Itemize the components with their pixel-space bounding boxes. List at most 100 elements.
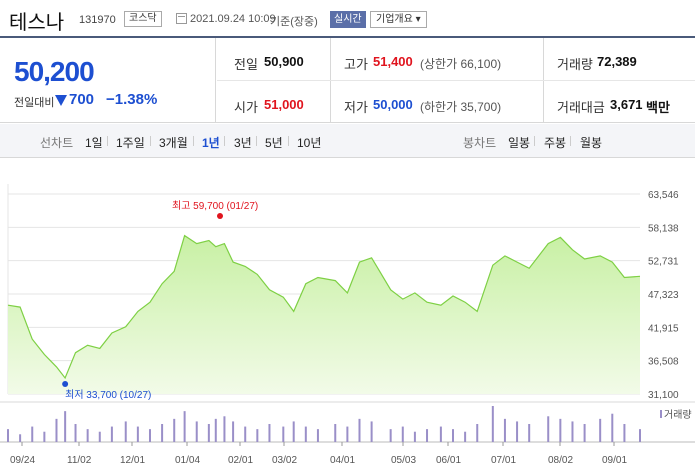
- volume-bar: [476, 424, 479, 442]
- tab-weekly-candle[interactable]: 주봉: [544, 136, 567, 150]
- volume-bar: [86, 429, 89, 442]
- volume-bar: [98, 431, 101, 442]
- y-tick-label: 47,323: [648, 290, 679, 301]
- volume-bar: [358, 418, 361, 442]
- change-percent: −1.38%: [106, 91, 158, 108]
- volume-bar: [207, 424, 210, 442]
- volume-bar: [64, 411, 67, 442]
- x-tick-label: 05/03: [391, 455, 416, 466]
- x-tick-label: 03/02: [272, 455, 297, 466]
- tab-divider: [224, 136, 225, 146]
- tab-10year[interactable]: 10년: [297, 136, 322, 150]
- low-label: 저가: [344, 100, 368, 115]
- volume-value: 72,389: [597, 54, 637, 69]
- current-price: 50,200: [14, 56, 95, 87]
- company-info-dropdown[interactable]: 기업개요 ▾: [370, 11, 427, 28]
- volume-bar: [7, 429, 9, 442]
- volume-bar: [439, 426, 442, 442]
- x-tick-label: 04/01: [330, 455, 355, 466]
- volume-bar: [232, 421, 235, 442]
- quote-date: 2021.09.24 10:09: [190, 13, 276, 25]
- change-value: 700: [69, 91, 95, 108]
- volume-legend-swatch: [660, 410, 662, 418]
- volume-bar: [623, 424, 626, 442]
- quote-basis: 기준(장중): [270, 16, 318, 28]
- volume-bar: [583, 424, 586, 442]
- volume-bar: [136, 426, 139, 442]
- price-summary: 50,200 전일대비 700 −1.38% 전일 50,900 고가 51,4…: [0, 38, 695, 123]
- min-annotation: 최저 33,700 (10/27): [65, 389, 151, 401]
- volume-bar: [124, 421, 127, 442]
- tab-3year[interactable]: 3년: [234, 136, 252, 150]
- volume-bar: [183, 411, 186, 442]
- min-marker: [62, 380, 69, 387]
- stock-name: 테스나: [9, 12, 65, 34]
- calendar-icon: [176, 13, 187, 24]
- realtime-button[interactable]: 실시간: [330, 11, 366, 28]
- tab-monthly-candle[interactable]: 월봉: [580, 136, 603, 150]
- low-value: 50,000: [373, 97, 413, 112]
- tab-daily-candle[interactable]: 일봉: [508, 136, 531, 150]
- volume-bar: [528, 424, 531, 442]
- volume-bar: [547, 416, 550, 442]
- tab-divider: [193, 136, 194, 146]
- volume-bar: [19, 434, 22, 442]
- tab-divider: [256, 136, 257, 146]
- tab-1day[interactable]: 1일: [85, 136, 103, 150]
- y-tick-label: 52,731: [648, 257, 679, 268]
- change-label: 전일대비: [14, 97, 55, 109]
- price-chart[interactable]: 63,546 58,138 52,731 47,323 41,915 36,508 31,1…: [0, 170, 695, 469]
- tab-3month[interactable]: 3개월: [159, 136, 188, 150]
- tab-divider: [288, 136, 289, 146]
- market-badge: 코스닥: [124, 11, 162, 27]
- prev-close-value: 50,900: [264, 54, 304, 69]
- x-tick-label: 01/04: [175, 455, 200, 466]
- volume-bar: [516, 421, 519, 442]
- tab-divider: [534, 136, 535, 146]
- prev-close-label: 전일: [234, 57, 258, 72]
- volume-bar: [244, 426, 247, 442]
- x-tick-label: 08/02: [548, 455, 573, 466]
- tab-5year[interactable]: 5년: [265, 136, 283, 150]
- volume-bar: [599, 418, 602, 442]
- volume-bar: [268, 424, 271, 442]
- tab-divider: [150, 136, 151, 146]
- volume-bar: [43, 431, 46, 442]
- volume-bar: [223, 416, 226, 442]
- x-tick-label: 02/01: [228, 455, 253, 466]
- volume-bar: [256, 429, 259, 442]
- y-tick-label: 63,546: [648, 190, 679, 201]
- y-tick-label: 58,138: [648, 223, 679, 234]
- current-price-box: 50,200 전일대비 700 −1.38%: [0, 38, 216, 123]
- amount-unit: 백만: [646, 100, 670, 115]
- row-divider: [217, 80, 695, 81]
- volume-bar: [214, 418, 217, 442]
- upper-limit: (상한가 66,100): [420, 57, 502, 71]
- max-annotation: 최고 59,700 (01/27): [172, 200, 258, 212]
- candle-chart-label: 봉차트: [463, 136, 497, 150]
- high-value: 51,400: [373, 54, 413, 69]
- y-tick-label: 41,915: [648, 323, 679, 334]
- volume-label: 거래량: [557, 57, 593, 72]
- amount-value: 3,671: [610, 97, 643, 112]
- tab-1week[interactable]: 1주일: [116, 136, 145, 150]
- y-tick-label: 36,508: [648, 357, 679, 368]
- x-tick-label: 07/01: [491, 455, 516, 466]
- volume-bar: [161, 424, 164, 442]
- volume-bar: [464, 431, 467, 442]
- high-label: 고가: [344, 57, 368, 72]
- tab-1year[interactable]: 1년: [202, 136, 220, 150]
- volume-bar: [451, 429, 454, 442]
- volume-bar: [571, 421, 574, 442]
- down-arrow-icon: [55, 95, 67, 106]
- volume-bar: [173, 418, 176, 442]
- x-tick-label: 09/24: [10, 455, 35, 466]
- volume-bar: [292, 421, 295, 442]
- price-chart-svg: 63,546 58,138 52,731 47,323 41,915 36,508 31,1…: [0, 184, 695, 466]
- chart-period-tabs: 선차트 1일 1주일 3개월 1년 3년 5년 10년 봉차트 일봉 주봉 월봉: [0, 124, 695, 158]
- volume-bar: [491, 406, 494, 442]
- price-line: [7, 234, 641, 380]
- volume-bar: [639, 429, 641, 442]
- lower-limit: (하한가 35,700): [420, 100, 502, 114]
- max-marker: [217, 213, 223, 219]
